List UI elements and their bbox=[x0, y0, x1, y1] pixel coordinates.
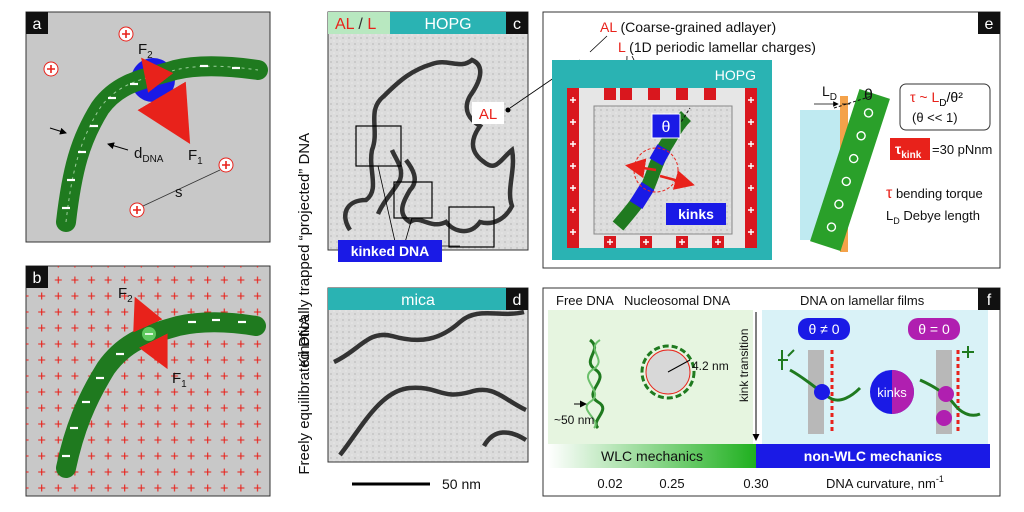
force-f2-label: F2 bbox=[118, 285, 133, 305]
afm-dna-strand bbox=[333, 309, 525, 365]
hopg-label: HOPG bbox=[424, 16, 471, 33]
hopg-label: HOPG bbox=[715, 67, 756, 83]
panel-e: e AL (Coarse-grained adlayer) L (1D peri… bbox=[505, 11, 1001, 269]
wlc-label: WLC mechanics bbox=[601, 448, 703, 464]
panel-c-label: c bbox=[513, 16, 521, 33]
free-dna-title: Free DNA bbox=[556, 293, 614, 308]
kinked-dna-label: kinked DNA bbox=[351, 243, 430, 259]
tau-condition: (θ << 1) bbox=[912, 110, 958, 125]
l-legend: L (1D periodic lamellar charges) bbox=[618, 39, 816, 55]
theta-label: θ bbox=[662, 119, 671, 136]
force-f1-arrow bbox=[138, 333, 168, 370]
distance-s-label: s bbox=[175, 184, 183, 201]
panel-c: AL / L HOPG c AL kinked DNA bbox=[327, 11, 529, 262]
panel-e-label: e bbox=[985, 16, 994, 33]
curvature-axis-label: DNA curvature, nm-1 bbox=[826, 474, 944, 491]
afm-dna-strand bbox=[343, 57, 516, 234]
lamellar-charge-rows bbox=[567, 88, 757, 248]
free-dna-length: ~50 nm bbox=[554, 413, 594, 427]
nucleosomal-title: Nucleosomal DNA bbox=[624, 293, 731, 308]
panel-b: b F2 F1 bbox=[25, 265, 271, 497]
force-f2-arrow bbox=[141, 57, 174, 93]
free-dna-helix bbox=[588, 338, 605, 430]
theta-zero-badge: θ = 0 bbox=[918, 321, 950, 337]
ddna-label: dDNA bbox=[134, 145, 164, 165]
tau-formula: τ ~ LD/θ² bbox=[910, 89, 963, 109]
kinks-label: kinks bbox=[678, 206, 714, 222]
tau-kink-value: =30 pNnm bbox=[932, 142, 992, 157]
panel-a-label: a bbox=[33, 16, 42, 33]
force-f2-label: F2 bbox=[138, 41, 153, 61]
dna-rod bbox=[56, 312, 266, 478]
tick-label: 0.02 bbox=[597, 476, 622, 491]
ld-definition: LD Debye length bbox=[886, 208, 980, 226]
non-wlc-label: non-WLC mechanics bbox=[804, 448, 943, 464]
wlc-bar bbox=[548, 444, 756, 468]
tag-al-l: AL / L bbox=[335, 16, 376, 33]
mica-label: mica bbox=[401, 292, 435, 309]
force-f1-arrow bbox=[137, 81, 191, 145]
al-label: AL bbox=[479, 106, 497, 123]
panel-b-label: b bbox=[33, 270, 42, 287]
panel-f: f Free DNA Nucleosomal DNA DNA on lamell… bbox=[542, 287, 1001, 497]
force-f2-arrow bbox=[133, 296, 163, 333]
non-wlc-bar bbox=[756, 444, 990, 468]
kink-segments bbox=[629, 144, 671, 210]
panel-d: mica d 50 nm bbox=[327, 287, 529, 492]
force-f1-label: F1 bbox=[172, 370, 187, 390]
lamellar-kink-illustrations bbox=[778, 346, 981, 434]
tau-kink: τkink bbox=[895, 141, 922, 161]
side-title-d: Freely equilibrated DNA bbox=[296, 315, 313, 474]
panel-a: a F2 F1 dDNA s bbox=[25, 11, 271, 243]
al-legend: AL (Coarse-grained adlayer) bbox=[600, 19, 776, 35]
theta2-label: θ bbox=[864, 87, 873, 104]
panel-d-label: d bbox=[513, 292, 522, 309]
kink-transition-label: kink transition bbox=[737, 329, 751, 402]
side-title-c: Kinetically trapped “projected” DNA bbox=[296, 133, 313, 367]
tilted-dna-rod bbox=[810, 88, 890, 252]
negative-charge-marks bbox=[62, 64, 240, 210]
panel-f-label: f bbox=[987, 292, 992, 309]
tick-label: 0.25 bbox=[659, 476, 684, 491]
nucleosome-radius: 4.2 nm bbox=[692, 359, 729, 373]
positive-ion-icons bbox=[43, 26, 234, 218]
theta-nonzero-badge: θ ≠ 0 bbox=[808, 321, 839, 337]
tau-definition: τ bending torque bbox=[886, 185, 983, 202]
kinks-circle-label: kinks bbox=[877, 385, 907, 400]
ld-label: LD bbox=[822, 83, 837, 103]
scale-label: 50 nm bbox=[442, 476, 481, 492]
lamellar-title: DNA on lamellar films bbox=[800, 293, 925, 308]
tick-label: 0.30 bbox=[743, 476, 768, 491]
force-f1-label: F1 bbox=[188, 147, 203, 167]
